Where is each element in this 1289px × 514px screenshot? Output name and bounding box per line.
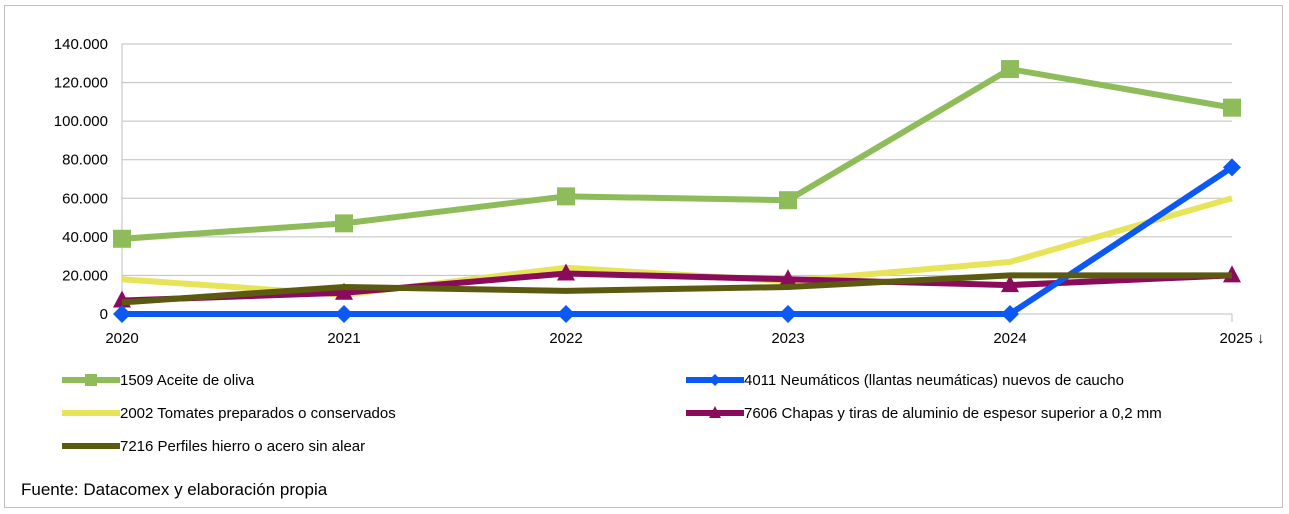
data-point xyxy=(779,305,797,323)
legend-label: 4011 Neumáticos (llantas neumáticas) nue… xyxy=(744,372,1124,389)
data-point xyxy=(779,191,797,210)
legend-marker xyxy=(85,374,97,386)
series-line xyxy=(121,272,1232,306)
data-point xyxy=(557,187,575,206)
y-tick-label: 40.000 xyxy=(62,229,108,246)
y-tick-label: 140.000 xyxy=(54,36,108,53)
x-tick-label: 2024 xyxy=(993,330,1026,347)
data-point xyxy=(335,282,353,300)
data-point xyxy=(113,305,131,323)
y-tick-label: 0 xyxy=(100,306,108,323)
source-note: Fuente: Datacomex y elaboración propia xyxy=(21,480,328,499)
x-tick-label: 2021 xyxy=(327,330,360,347)
data-point xyxy=(1001,60,1019,79)
x-tick-label: 2025 ↓ xyxy=(1219,330,1264,347)
chart-frame xyxy=(4,5,1283,508)
x-tick-label: 2022 xyxy=(549,330,582,347)
legend-label: 1509 Aceite de oliva xyxy=(120,372,255,389)
legend-marker xyxy=(709,374,721,386)
data-point xyxy=(1001,275,1019,293)
y-tick-label: 120.000 xyxy=(54,75,108,92)
data-point xyxy=(779,269,797,287)
series-line xyxy=(122,164,1234,317)
legend-label: 7606 Chapas y tiras de aluminio de espes… xyxy=(744,405,1162,422)
y-tick-label: 60.000 xyxy=(62,190,108,207)
data-point xyxy=(335,214,353,233)
y-tick-label: 80.000 xyxy=(62,152,108,169)
data-point xyxy=(1223,98,1241,117)
x-tick-label: 2020 xyxy=(105,330,138,347)
data-point xyxy=(557,263,575,281)
data-point xyxy=(557,305,575,323)
y-tick-label: 100.000 xyxy=(54,113,108,130)
data-point xyxy=(1001,305,1019,323)
legend-label: 2002 Tomates preparados o conservados xyxy=(120,405,396,422)
legend-label: 7216 Perfiles hierro o acero sin alear xyxy=(120,438,365,455)
x-tick-label: 2023 xyxy=(771,330,804,347)
data-point xyxy=(335,305,353,323)
data-point xyxy=(1223,158,1241,177)
y-tick-label: 20.000 xyxy=(62,267,108,284)
series-line xyxy=(121,270,1233,304)
legend-marker xyxy=(709,406,721,418)
series-line xyxy=(121,66,1233,242)
data-point xyxy=(113,229,131,248)
